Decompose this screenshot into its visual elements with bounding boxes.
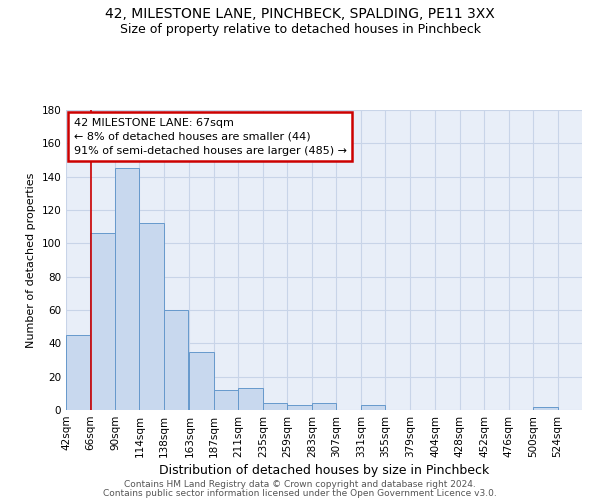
Bar bbox=[312, 404, 336, 410]
Bar bbox=[214, 390, 238, 410]
Bar bbox=[238, 388, 263, 410]
Text: Size of property relative to detached houses in Pinchbeck: Size of property relative to detached ho… bbox=[119, 22, 481, 36]
Bar bbox=[91, 234, 115, 410]
Text: Contains HM Land Registry data © Crown copyright and database right 2024.: Contains HM Land Registry data © Crown c… bbox=[124, 480, 476, 489]
Bar bbox=[361, 405, 385, 410]
Bar bbox=[66, 335, 91, 410]
Text: 42 MILESTONE LANE: 67sqm
← 8% of detached houses are smaller (44)
91% of semi-de: 42 MILESTONE LANE: 67sqm ← 8% of detache… bbox=[74, 118, 347, 156]
Y-axis label: Number of detached properties: Number of detached properties bbox=[26, 172, 36, 348]
Bar bbox=[115, 168, 139, 410]
Bar bbox=[287, 405, 312, 410]
Text: 42, MILESTONE LANE, PINCHBECK, SPALDING, PE11 3XX: 42, MILESTONE LANE, PINCHBECK, SPALDING,… bbox=[105, 8, 495, 22]
Bar bbox=[190, 352, 214, 410]
Text: Contains public sector information licensed under the Open Government Licence v3: Contains public sector information licen… bbox=[103, 489, 497, 498]
Bar bbox=[533, 406, 557, 410]
Bar bbox=[263, 404, 287, 410]
Bar bbox=[139, 224, 164, 410]
X-axis label: Distribution of detached houses by size in Pinchbeck: Distribution of detached houses by size … bbox=[159, 464, 489, 477]
Bar bbox=[164, 310, 188, 410]
